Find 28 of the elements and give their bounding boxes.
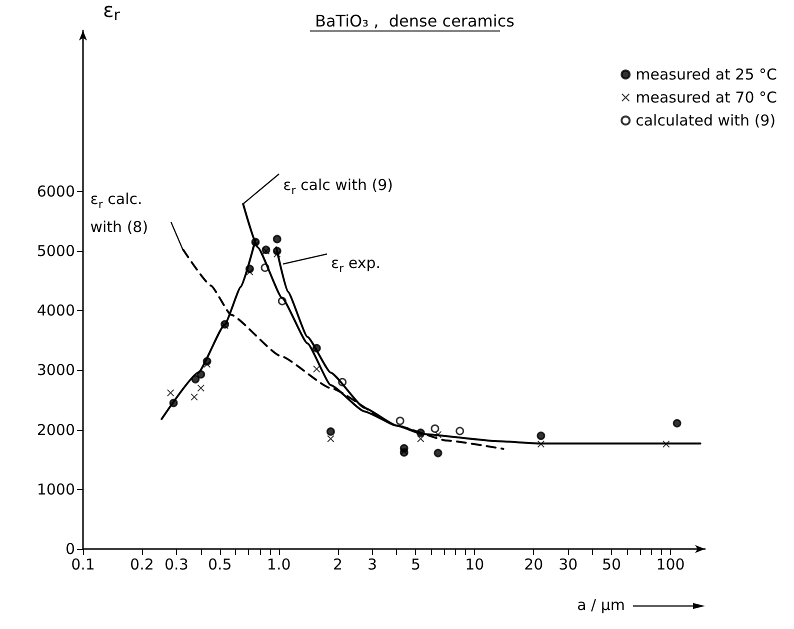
annotation: ε$_{r}$ calc. with (8) xyxy=(90,188,148,238)
x-tick-label: 10 xyxy=(465,556,484,574)
y-tick-label: 2000 xyxy=(36,420,75,439)
chart-title: BaTiO₃ , dense ceramics xyxy=(315,12,514,30)
x-tick-label: 1.0 xyxy=(266,556,291,574)
x-tick-label: 0.2 xyxy=(130,556,154,574)
x-tick-label: 0.5 xyxy=(208,556,232,574)
y-tick-label: 0 xyxy=(65,540,75,558)
x-tick-label: 3 xyxy=(368,556,378,574)
x-tick-label: 0.3 xyxy=(164,556,188,574)
x-tick-label: 30 xyxy=(558,556,578,574)
y-tick-label: 3000 xyxy=(36,361,75,380)
x-tick-label: 5 xyxy=(410,556,420,574)
x-tick-label: 50 xyxy=(602,556,622,574)
legend-label: measured at 25 °C xyxy=(636,66,778,84)
y-tick-label: 4000 xyxy=(36,302,75,320)
x-tick-label: 0.1 xyxy=(71,556,95,574)
y-tick-label: 5000 xyxy=(36,242,75,260)
annotation: ε$_{r}$ calc with (9) xyxy=(283,174,393,199)
annotation: ε$_{r}$ exp. xyxy=(330,253,381,278)
x-tick-label: 2 xyxy=(333,556,343,574)
x-axis-title: a / µm xyxy=(577,596,625,614)
x-tick-label: 20 xyxy=(524,556,544,574)
legend-label: calculated with (9) xyxy=(636,112,776,130)
y-tick-label: 1000 xyxy=(36,480,75,498)
legend-label: measured at 70 °C xyxy=(636,88,778,106)
x-tick-label: 100 xyxy=(656,556,685,574)
y-tick-label: 6000 xyxy=(36,182,75,200)
